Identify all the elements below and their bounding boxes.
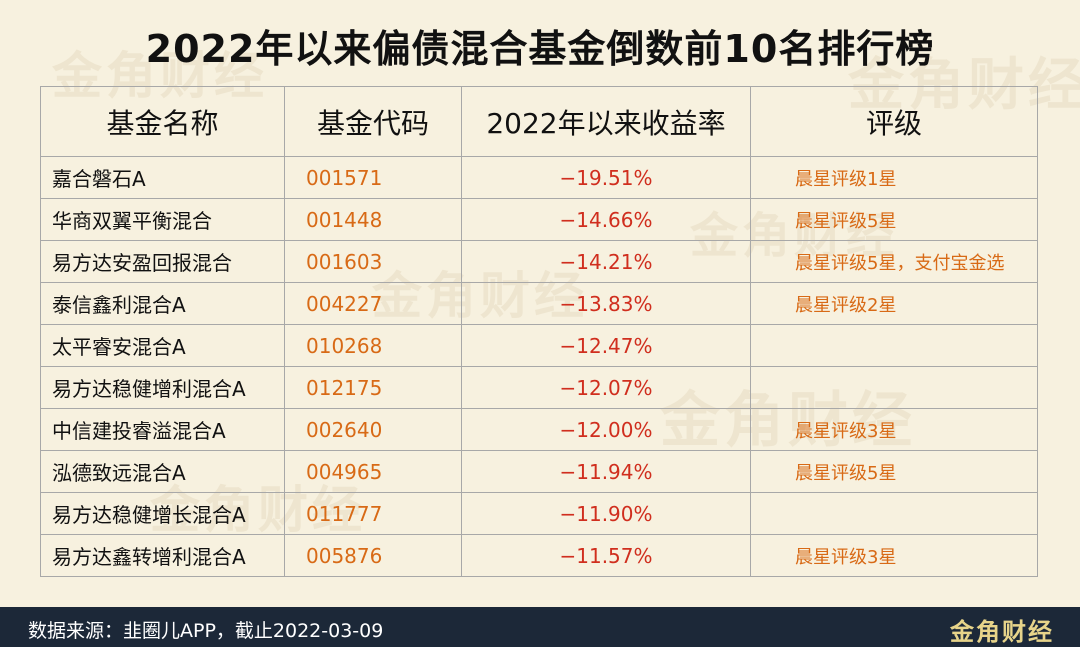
return-cell: −12.07% bbox=[461, 366, 751, 409]
fund-code-cell: 011777 bbox=[284, 492, 462, 535]
table-row: 嘉合磐石A 001571 −19.51% 晨星评级1星 bbox=[40, 156, 1038, 199]
table-row: 太平睿安混合A 010268 −12.47% bbox=[40, 324, 1038, 367]
fund-name-cell: 中信建投睿溢混合A bbox=[40, 408, 285, 451]
return-cell: −11.90% bbox=[461, 492, 751, 535]
return-cell: −19.51% bbox=[461, 156, 751, 199]
fund-code-cell: 012175 bbox=[284, 366, 462, 409]
fund-code-cell: 005876 bbox=[284, 534, 462, 577]
return-cell: −12.47% bbox=[461, 324, 751, 367]
header-fund-name: 基金名称 bbox=[40, 86, 285, 157]
fund-name-cell: 泰信鑫利混合A bbox=[40, 282, 285, 325]
fund-code-cell: 001571 bbox=[284, 156, 462, 199]
header-return: 2022年以来收益率 bbox=[461, 86, 751, 157]
table-header-row: 基金名称 基金代码 2022年以来收益率 评级 bbox=[40, 86, 1038, 157]
return-cell: −14.21% bbox=[461, 240, 751, 283]
fund-name-cell: 嘉合磐石A bbox=[40, 156, 285, 199]
fund-name-cell: 易方达鑫转增利混合A bbox=[40, 534, 285, 577]
table-row: 易方达鑫转增利混合A 005876 −11.57% 晨星评级3星 bbox=[40, 534, 1038, 577]
rating-cell bbox=[750, 366, 1038, 409]
return-cell: −12.00% bbox=[461, 408, 751, 451]
fund-ranking-table: 基金名称 基金代码 2022年以来收益率 评级 嘉合磐石A 001571 −19.5… bbox=[40, 86, 1038, 577]
page-title: 2022年以来偏债混合基金倒数前10名排行榜 bbox=[145, 27, 935, 71]
fund-name-cell: 华商双翼平衡混合 bbox=[40, 198, 285, 241]
table-row: 中信建投睿溢混合A 002640 −12.00% 晨星评级3星 bbox=[40, 408, 1038, 451]
return-cell: −11.57% bbox=[461, 534, 751, 577]
return-cell: −13.83% bbox=[461, 282, 751, 325]
fund-name-cell: 易方达稳健增长混合A bbox=[40, 492, 285, 535]
table-row: 华商双翼平衡混合 001448 −14.66% 晨星评级5星 bbox=[40, 198, 1038, 241]
return-cell: −11.94% bbox=[461, 450, 751, 493]
table-row: 易方达稳健增利混合A 012175 −12.07% bbox=[40, 366, 1038, 409]
fund-code-cell: 004965 bbox=[284, 450, 462, 493]
fund-code-cell: 004227 bbox=[284, 282, 462, 325]
rating-cell bbox=[750, 492, 1038, 535]
rating-cell: 晨星评级3星 bbox=[750, 534, 1038, 577]
rating-cell: 晨星评级5星，支付宝金选 bbox=[750, 240, 1038, 283]
return-cell: −14.66% bbox=[461, 198, 751, 241]
rating-cell bbox=[750, 324, 1038, 367]
brand-logo: 金角财经 bbox=[950, 617, 1054, 646]
fund-code-cell: 001448 bbox=[284, 198, 462, 241]
fund-name-cell: 太平睿安混合A bbox=[40, 324, 285, 367]
rating-cell: 晨星评级3星 bbox=[750, 408, 1038, 451]
table-row: 泰信鑫利混合A 004227 −13.83% 晨星评级2星 bbox=[40, 282, 1038, 325]
fund-name-cell: 泓德致远混合A bbox=[40, 450, 285, 493]
header-fund-code: 基金代码 bbox=[284, 86, 462, 157]
rating-cell: 晨星评级5星 bbox=[750, 198, 1038, 241]
table-row: 泓德致远混合A 004965 −11.94% 晨星评级5星 bbox=[40, 450, 1038, 493]
fund-name-cell: 易方达安盈回报混合 bbox=[40, 240, 285, 283]
rating-cell: 晨星评级1星 bbox=[750, 156, 1038, 199]
rating-cell: 晨星评级5星 bbox=[750, 450, 1038, 493]
footer-bar: 数据来源：韭圈儿APP，截止2022-03-09 金角财经 bbox=[0, 607, 1080, 647]
fund-code-cell: 010268 bbox=[284, 324, 462, 367]
fund-name-cell: 易方达稳健增利混合A bbox=[40, 366, 285, 409]
data-source-note: 数据来源：韭圈儿APP，截止2022-03-09 bbox=[28, 620, 384, 642]
table-row: 易方达稳健增长混合A 011777 −11.90% bbox=[40, 492, 1038, 535]
header-rating: 评级 bbox=[750, 86, 1038, 157]
fund-code-cell: 002640 bbox=[284, 408, 462, 451]
table-row: 易方达安盈回报混合 001603 −14.21% 晨星评级5星，支付宝金选 bbox=[40, 240, 1038, 283]
rating-cell: 晨星评级2星 bbox=[750, 282, 1038, 325]
fund-code-cell: 001603 bbox=[284, 240, 462, 283]
